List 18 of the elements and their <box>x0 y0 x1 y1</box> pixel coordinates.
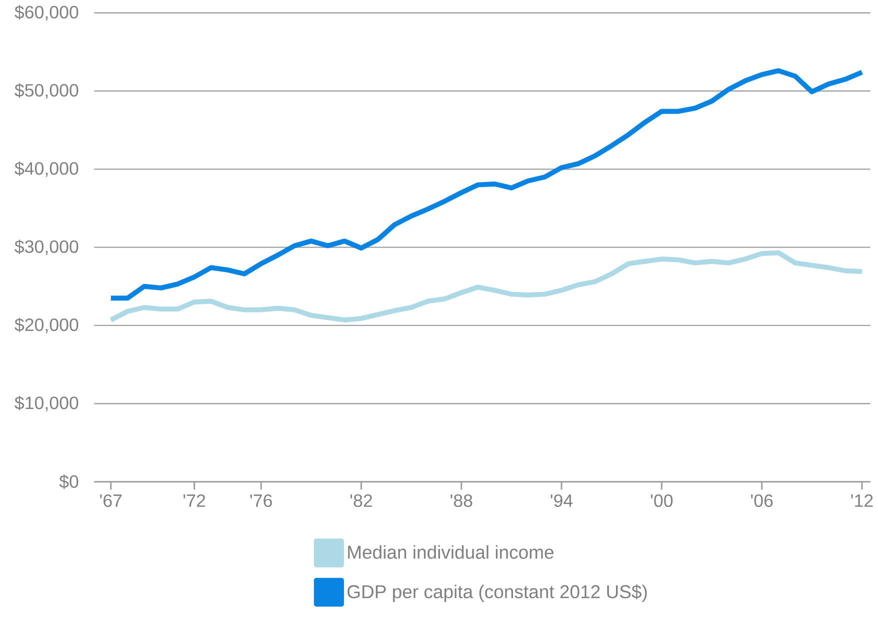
x-tick-label: '12 <box>851 494 873 508</box>
y-tick-label: $30,000 <box>14 240 78 256</box>
x-tick-label: '67 <box>100 494 122 508</box>
y-tick-label: $0 <box>59 474 78 490</box>
y-tick-label: $40,000 <box>14 162 78 178</box>
x-tick-label: '00 <box>650 494 673 508</box>
x-tick-label: '76 <box>250 494 272 508</box>
legend-label: GDP per capita (constant 2012 US$) <box>348 584 647 602</box>
y-tick-label: $60,000 <box>14 5 78 21</box>
x-tick-label: '06 <box>751 494 773 508</box>
x-tick-label: '94 <box>550 494 573 508</box>
x-tick-label: '88 <box>450 494 472 508</box>
y-tick-label: $10,000 <box>14 396 78 412</box>
y-tick-label: $20,000 <box>14 318 78 334</box>
x-tick-label: '82 <box>350 494 372 508</box>
x-tick-label: '72 <box>184 494 206 508</box>
y-tick-label: $50,000 <box>14 84 78 100</box>
legend-label: Median individual income <box>348 545 554 560</box>
